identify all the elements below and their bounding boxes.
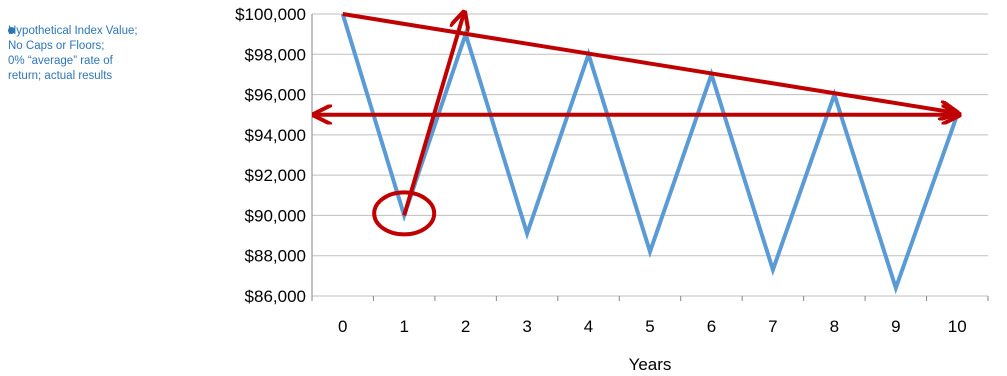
legend-line-1: Hypothetical Index Value; — [8, 25, 138, 37]
y-tick-label: $88,000 — [245, 247, 306, 266]
legend: Hypothetical Index Value; No Caps or Flo… — [8, 24, 193, 84]
x-tick-label: 8 — [830, 317, 839, 336]
x-tick-label: 9 — [891, 317, 900, 336]
x-tick-label: 1 — [399, 317, 408, 336]
y-tick-label: $98,000 — [245, 45, 306, 64]
x-tick-label: 7 — [768, 317, 777, 336]
y-tick-label: $90,000 — [245, 206, 306, 225]
y-tick-label: $94,000 — [245, 126, 306, 145]
x-axis-title: Years — [629, 355, 672, 374]
x-tick-label: 10 — [948, 317, 967, 336]
x-tick-label: 2 — [461, 317, 470, 336]
y-tick-label: $96,000 — [245, 86, 306, 105]
y-tick-label: $86,000 — [245, 287, 306, 306]
rising-arrow — [402, 14, 463, 216]
circle-annotation — [372, 190, 437, 237]
legend-line-4: return; actual results — [8, 70, 113, 82]
x-tick-label: 0 — [338, 317, 347, 336]
legend-line-3: 0% “average” rate of — [8, 55, 113, 67]
x-tick-label: 4 — [584, 317, 593, 336]
x-tick-label: 5 — [645, 317, 654, 336]
y-tick-label: $92,000 — [245, 166, 306, 185]
series-line — [340, 13, 960, 295]
legend-line-2: No Caps or Floors; — [8, 40, 105, 52]
x-tick-label: 3 — [522, 317, 531, 336]
legend-marker-icon — [8, 27, 15, 34]
x-tick-label: 6 — [707, 317, 716, 336]
trend-arrow — [342, 12, 956, 113]
y-tick-label: $100,000 — [235, 5, 306, 24]
